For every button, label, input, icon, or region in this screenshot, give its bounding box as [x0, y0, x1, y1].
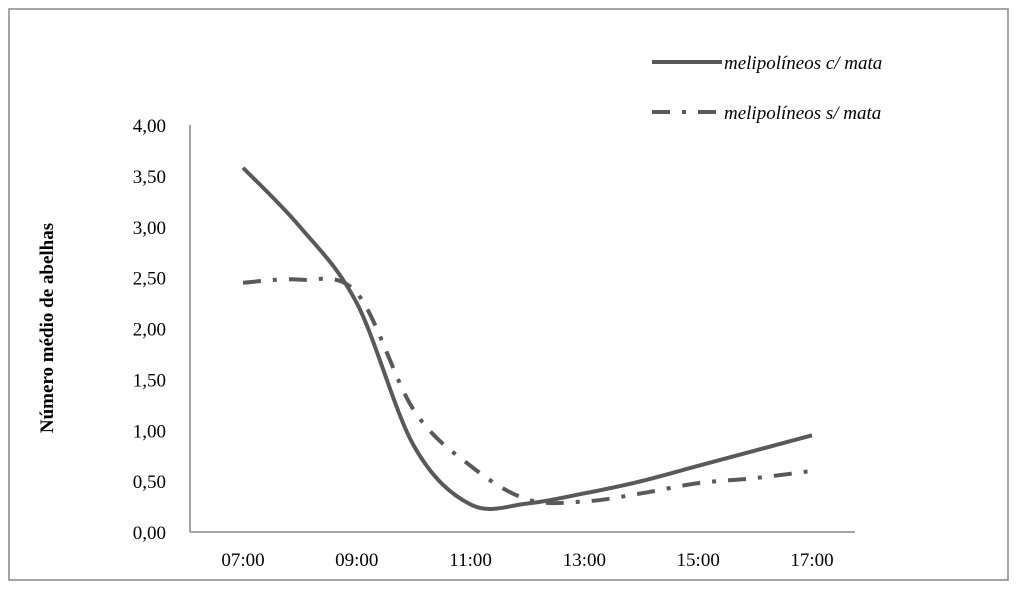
x-tick-label: 15:00	[677, 550, 720, 571]
y-tick-label: 0,00	[133, 523, 166, 544]
x-tick-label: 13:00	[563, 550, 606, 571]
y-tick-label: 1,50	[133, 370, 166, 391]
legend: melipolíneos c/ mata melipolíneos s/ mat…	[652, 53, 882, 124]
series-line-2	[242, 276, 813, 506]
y-tick-label: 4,00	[133, 116, 166, 137]
series-layer	[241, 166, 813, 511]
y-tick-label: 1,00	[133, 421, 166, 442]
legend-label-series-2: melipolíneos s/ mata	[724, 103, 881, 124]
legend-label-series-1: melipolíneos c/ mata	[724, 53, 882, 74]
y-tick-label: 3,00	[133, 218, 166, 239]
y-tick-label: 0,50	[133, 472, 166, 493]
y-tick-label: 2,50	[133, 269, 166, 290]
series-line-1	[241, 166, 813, 511]
x-tick-label: 07:00	[221, 550, 264, 571]
x-axis: 07:00 09:00 11:00 13:00 15:00 17:00	[190, 531, 855, 571]
y-tick-label: 3,50	[133, 167, 166, 188]
chart-frame	[8, 8, 1009, 581]
y-axis: 0,00 0,50 1,00 1,50 2,00 2,50 3,00 3,50 4,00	[133, 116, 191, 544]
y-tick-label: 2,00	[133, 320, 166, 341]
x-tick-label: 09:00	[335, 550, 378, 571]
y-axis-title: Número médio de abelhas	[37, 223, 58, 433]
x-tick-label: 11:00	[449, 550, 492, 571]
x-tick-label: 17:00	[790, 550, 833, 571]
